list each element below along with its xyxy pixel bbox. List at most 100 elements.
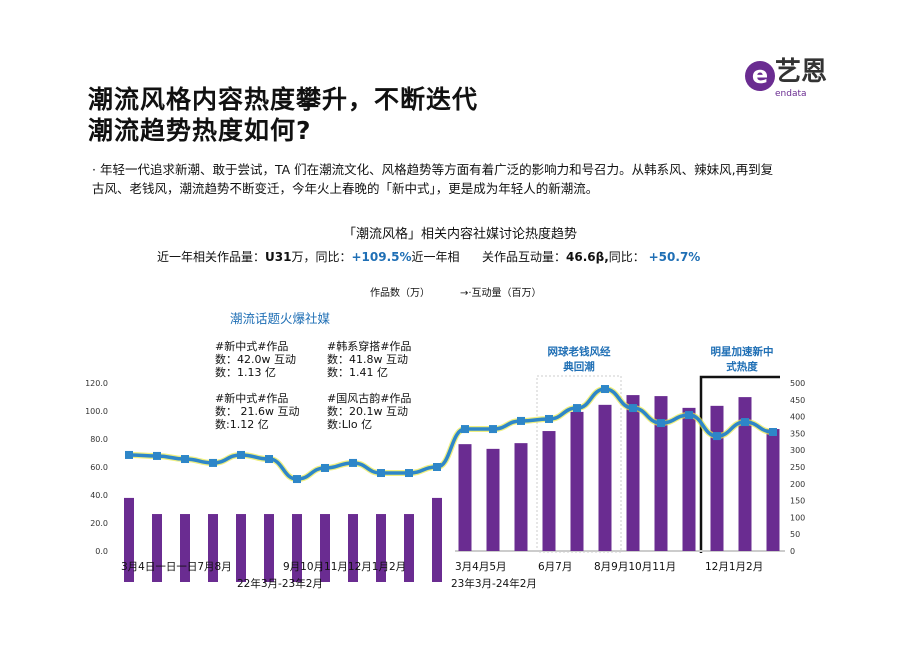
note-line: 数： 21.6w 互动: [215, 405, 300, 418]
line-series: [128, 387, 774, 481]
bar: [458, 444, 472, 551]
line-point: [209, 458, 217, 467]
highlight-box-2: [699, 375, 780, 553]
x-label-4: 6月7月: [538, 561, 573, 573]
bar: [570, 411, 584, 551]
line-point: [461, 425, 469, 434]
note-line: 数：42.0w 互动: [215, 353, 296, 366]
line-point: [545, 414, 553, 423]
line-point: [265, 455, 273, 464]
x-label-1: 3月4日一日一日7月8月: [121, 561, 232, 573]
ann-line: 典回潮: [563, 361, 595, 373]
right-axis-tick: 500: [790, 379, 805, 388]
bar: [626, 395, 640, 551]
bar: [124, 497, 134, 582]
bar: [292, 514, 302, 582]
note-4: #国风古韵#作品 数：20.1w 互动 数:Llo 亿: [327, 392, 411, 431]
bar: [236, 514, 246, 582]
line-point: [657, 419, 665, 428]
line-point: [321, 463, 329, 472]
line-point: [153, 451, 161, 460]
right-axis-tick: 250: [790, 463, 805, 472]
line-point: [181, 455, 189, 464]
right-axis-tick: 450: [790, 396, 805, 405]
note-line: 数:Llo 亿: [327, 418, 373, 431]
stat-right: 关作品互动量：46.6β,同比： +50.7%: [482, 250, 700, 265]
note-3: #新中式#作品 数： 21.6w 互动 数:1.12 亿: [215, 392, 299, 431]
stat-value: 46.6β,: [566, 250, 609, 264]
stat-left: 近一年相关作品量：U31万，同比：+109.5%近一年相: [157, 250, 460, 265]
ann-line: 网球老钱风经: [547, 346, 611, 358]
note-1: #新中式#作品 数：42.0w 互动 数：1.13 亿: [215, 340, 296, 379]
left-axis-tick: 100.0: [85, 407, 108, 416]
bar: [376, 514, 386, 582]
line-point: [237, 450, 245, 459]
note-line: 数：1.13 亿: [215, 366, 276, 379]
right-axis-tick: 350: [790, 429, 805, 438]
line-point: [405, 469, 413, 478]
bar: [180, 514, 190, 582]
stat-unit: 同比：: [608, 250, 645, 264]
note-line: #韩系穿搭#作品: [327, 340, 412, 353]
period-label-1: 22年3月-23年2月: [237, 578, 323, 590]
right-axis-tick: 200: [790, 480, 805, 489]
right-axis-tick: 0: [790, 547, 795, 556]
bar: [542, 431, 556, 551]
bar: [598, 404, 612, 551]
bar: [404, 514, 414, 582]
line-point: [377, 469, 385, 478]
note-line: 数：1.41 亿: [327, 366, 388, 379]
left-axis-tick: 0.0: [95, 547, 108, 556]
stat-tail: 近一年相: [411, 250, 460, 264]
line-point: [685, 411, 693, 420]
right-axis-tick: 100: [790, 513, 805, 522]
note-2: #韩系穿搭#作品 数：41.8w 互动 数：1.41 亿: [327, 340, 411, 379]
note-line: #新中式#作品: [215, 392, 289, 405]
bar: [264, 514, 274, 582]
bar: [514, 443, 528, 551]
line-point: [629, 404, 637, 413]
bar: [682, 407, 696, 551]
note-line: 数：20.1w 互动: [327, 405, 408, 418]
stat-value: U31: [265, 250, 292, 264]
left-axis-tick: 120.0: [85, 379, 108, 388]
right-axis-tick: 300: [790, 446, 805, 455]
logo: e 艺恩 endata: [745, 55, 835, 103]
left-axis-tick: 60.0: [90, 463, 108, 472]
note-line: 数:1.12 亿: [215, 418, 269, 431]
line-point: [293, 475, 301, 484]
line-point: [713, 432, 721, 441]
left-axis-tick: 40.0: [90, 491, 108, 500]
line-point: [489, 425, 497, 434]
line-point: [741, 418, 749, 427]
bar: [432, 497, 442, 582]
left-axis-tick: 80.0: [90, 435, 108, 444]
bar: [152, 514, 162, 582]
bar: [208, 514, 218, 582]
bar: [654, 396, 668, 551]
line-point: [349, 458, 357, 467]
page-title: 潮流风格内容热度攀升，不断迭代 潮流趋势热度如何?: [88, 84, 478, 146]
line-point: [769, 428, 777, 436]
intro-paragraph: · 年轻一代追求新潮、敢于尝试，TA 们在潮流文化、风格趋势等方面有着广泛的影响…: [92, 162, 774, 196]
legend-bars: 作品数（万）: [370, 288, 430, 299]
right-axis-tick: 400: [790, 413, 805, 422]
legend-line: →·互动量（百万）: [460, 288, 542, 299]
section-title: 潮流话题火爆社媒: [230, 311, 331, 326]
note-line: #新中式#作品: [215, 340, 289, 353]
ann-line: 式热度: [726, 361, 758, 373]
x-label-6: 12月1月2月: [705, 561, 764, 573]
x-label-2: 9月10月11月12月1月2月: [283, 561, 407, 573]
line-point: [517, 416, 525, 425]
line-point: [601, 385, 609, 394]
stat-yoy: +109.5%: [351, 250, 412, 264]
bar: [320, 514, 330, 582]
period-label-2: 23年3月-24年2月: [451, 578, 537, 590]
ann-line: 明星加速新中: [710, 346, 774, 358]
bar: [486, 448, 500, 551]
bar: [710, 405, 724, 551]
logo-sub: endata: [775, 89, 807, 99]
note-line: #国风古韵#作品: [327, 392, 412, 405]
page-title-line-1: 潮流风格内容热度攀升，不断迭代: [88, 85, 479, 114]
